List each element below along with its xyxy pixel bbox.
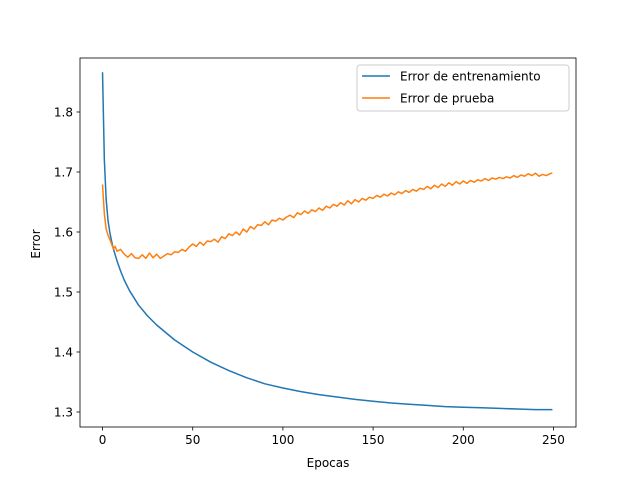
y-tick-label: 1.8 bbox=[54, 106, 73, 120]
axes-frame bbox=[79, 57, 577, 428]
x-tick-label: 200 bbox=[452, 433, 475, 447]
y-axis-ticks: 1.3 1.4 1.5 1.6 1.7 1.8 bbox=[54, 106, 80, 420]
plot-area bbox=[79, 57, 577, 428]
y-tick-label: 1.7 bbox=[54, 166, 73, 180]
y-tick-label: 1.6 bbox=[54, 226, 73, 240]
y-axis-label: Error bbox=[29, 229, 43, 258]
legend-box bbox=[356, 64, 570, 112]
legend: Error de entrenamiento Error de prueba bbox=[356, 64, 570, 112]
x-tick-label: 50 bbox=[185, 433, 200, 447]
x-tick-label: 100 bbox=[271, 433, 294, 447]
legend-label: Error de prueba bbox=[400, 92, 494, 106]
x-tick-label: 0 bbox=[99, 433, 107, 447]
y-tick-label: 1.3 bbox=[54, 406, 73, 420]
x-tick-label: 150 bbox=[362, 433, 385, 447]
y-tick-label: 1.4 bbox=[54, 346, 73, 360]
x-axis-label: Epocas bbox=[307, 456, 350, 470]
legend-label: Error de entrenamiento bbox=[400, 70, 541, 84]
x-axis-ticks: 0 50 100 150 200 250 bbox=[99, 427, 565, 447]
x-tick-label: 250 bbox=[542, 433, 565, 447]
series-line-2 bbox=[101, 172, 553, 260]
y-tick-label: 1.5 bbox=[54, 286, 73, 300]
